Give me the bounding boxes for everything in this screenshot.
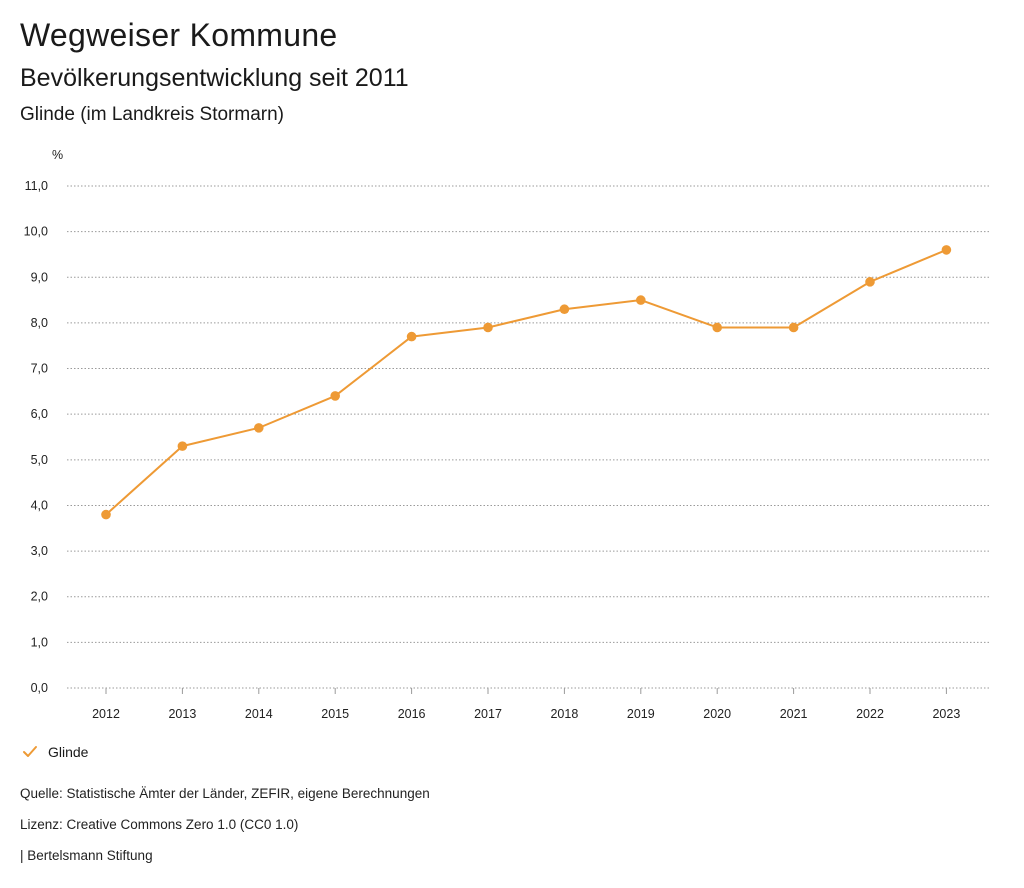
y-axis-ticks: 0,0 1,0 2,0 3,0 4,0 5,0 6,0 7,0 8,0 9,0 10,0 11,0: [24, 179, 48, 695]
y-tick-label: 4,0: [31, 498, 48, 512]
x-tick-label: 2014: [245, 707, 273, 721]
source-note: Quelle: Statistische Ämter der Länder, Z…: [20, 786, 430, 801]
y-tick-label: 7,0: [31, 362, 48, 376]
chart-subtitle: Bevölkerungsentwicklung seit 2011: [20, 64, 409, 92]
x-axis-ticks: 2012 2013 2014 2015 2016 2017 2018 2019 2020 2021…: [92, 688, 960, 721]
x-tick-label: 2023: [932, 707, 960, 721]
x-tick-label: 2021: [780, 707, 808, 721]
data-point: [559, 304, 570, 315]
line-chart: % 0,0 1,0 2,0 3,0 4,0 5,0 6,0 7,0 8,0 9,0 10,0 11,0…: [24, 148, 990, 721]
y-tick-label: 9,0: [31, 270, 48, 284]
data-point: [253, 423, 264, 433]
series-glinde: [101, 245, 952, 520]
x-tick-label: 2018: [550, 707, 578, 721]
y-tick-label: 10,0: [24, 225, 48, 239]
series-line: [105, 248, 947, 516]
x-tick-label: 2012: [92, 707, 120, 721]
x-tick-label: 2013: [168, 707, 196, 721]
x-tick-label: 2015: [321, 707, 349, 721]
y-tick-label: 3,0: [31, 544, 48, 558]
check-icon: [23, 746, 37, 757]
data-point: [101, 509, 111, 520]
y-tick-label: 0,0: [31, 681, 48, 695]
license-note: Lizenz: Creative Commons Zero 1.0 (CC0 1…: [20, 817, 299, 832]
publisher-note: | Bertelsmann Stiftung: [20, 848, 153, 863]
data-point: [865, 277, 875, 287]
y-tick-label: 5,0: [31, 453, 48, 467]
data-point: [330, 391, 341, 401]
x-tick-label: 2019: [627, 707, 655, 721]
y-tick-label: 8,0: [31, 316, 48, 330]
x-tick-label: 2020: [703, 707, 731, 721]
y-tick-label: 11,0: [25, 179, 48, 193]
x-tick-label: 2022: [856, 707, 884, 721]
data-point: [712, 322, 722, 333]
data-point: [177, 441, 188, 451]
data-point: [636, 295, 646, 305]
y-axis-unit-label: %: [52, 148, 63, 162]
legend[interactable]: Glinde: [22, 744, 88, 760]
y-tick-label: 1,0: [31, 635, 48, 649]
data-point: [941, 245, 952, 255]
x-tick-label: 2017: [474, 707, 502, 721]
grid-lines: [67, 185, 990, 689]
data-point: [788, 322, 799, 333]
legend-label-glinde: Glinde: [48, 744, 89, 760]
page-title: Wegweiser Kommune: [20, 17, 338, 53]
region-label: Glinde (im Landkreis Stormarn): [20, 104, 284, 125]
x-tick-label: 2016: [398, 707, 426, 721]
data-point: [483, 322, 493, 333]
y-tick-label: 6,0: [31, 407, 48, 421]
y-tick-label: 2,0: [31, 590, 48, 604]
data-point: [406, 331, 417, 342]
